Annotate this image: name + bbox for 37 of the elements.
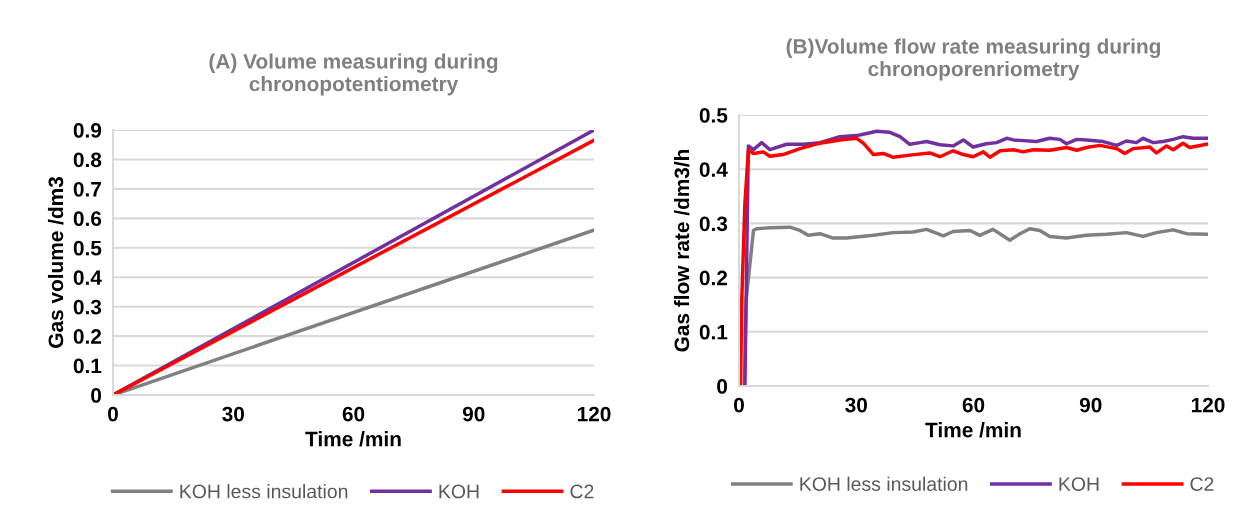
x-tick-label: 30 (222, 406, 244, 422)
legend-label: C2 (570, 484, 594, 499)
x-tick-label: 120 (577, 406, 611, 422)
y-tick-label: 0.1 (699, 324, 728, 340)
y-tick-label: 0.8 (73, 152, 102, 168)
y-tick-label: 0.9 (73, 123, 102, 138)
legend-label: KOH (1059, 477, 1099, 491)
x-tick-label: 60 (342, 406, 365, 422)
legend-label: KOH (439, 484, 479, 499)
legend-label: KOH less insulation (180, 484, 348, 499)
x-tick-label: 0 (108, 406, 118, 422)
legend-label: KOH less insulation (800, 476, 968, 491)
x-tick-label: 0 (734, 397, 744, 413)
x-axis-title: Time /min (925, 422, 1021, 438)
y-axis-title: Gas volume /dm3 (47, 176, 64, 348)
y-tick-label: 0.4 (73, 270, 102, 285)
x-axis-title: Time /min (305, 431, 401, 447)
y-tick-label: 0.3 (699, 216, 728, 232)
chart-title: (B)Volume flow rate measuring during chronoporenriometry (786, 38, 1161, 81)
y-tick-label: 0.3 (73, 299, 102, 315)
y-tick-label: 0.2 (73, 329, 102, 344)
y-tick-label: 0.2 (699, 270, 728, 286)
y-tick-label: 0.6 (73, 211, 102, 227)
y-tick-label: 0.1 (73, 358, 102, 374)
y-tick-label: 0.5 (699, 108, 728, 123)
x-tick-label: 90 (462, 406, 485, 422)
y-tick-label: 0.7 (73, 181, 101, 197)
chart-title: (A) Volume measuring during chronopotentiometry (209, 53, 498, 96)
legend-label: C2 (1190, 477, 1214, 491)
y-tick-label: 0.5 (73, 240, 102, 256)
y-tick-label: 0 (717, 379, 728, 394)
x-tick-label: 60 (962, 397, 985, 413)
x-tick-label: 90 (1079, 397, 1102, 413)
x-tick-label: 120 (1191, 397, 1225, 413)
x-tick-label: 30 (845, 397, 867, 413)
y-tick-label: 0.4 (699, 162, 728, 177)
y-axis-title: Gas flow rate /dm3/h (673, 149, 690, 352)
